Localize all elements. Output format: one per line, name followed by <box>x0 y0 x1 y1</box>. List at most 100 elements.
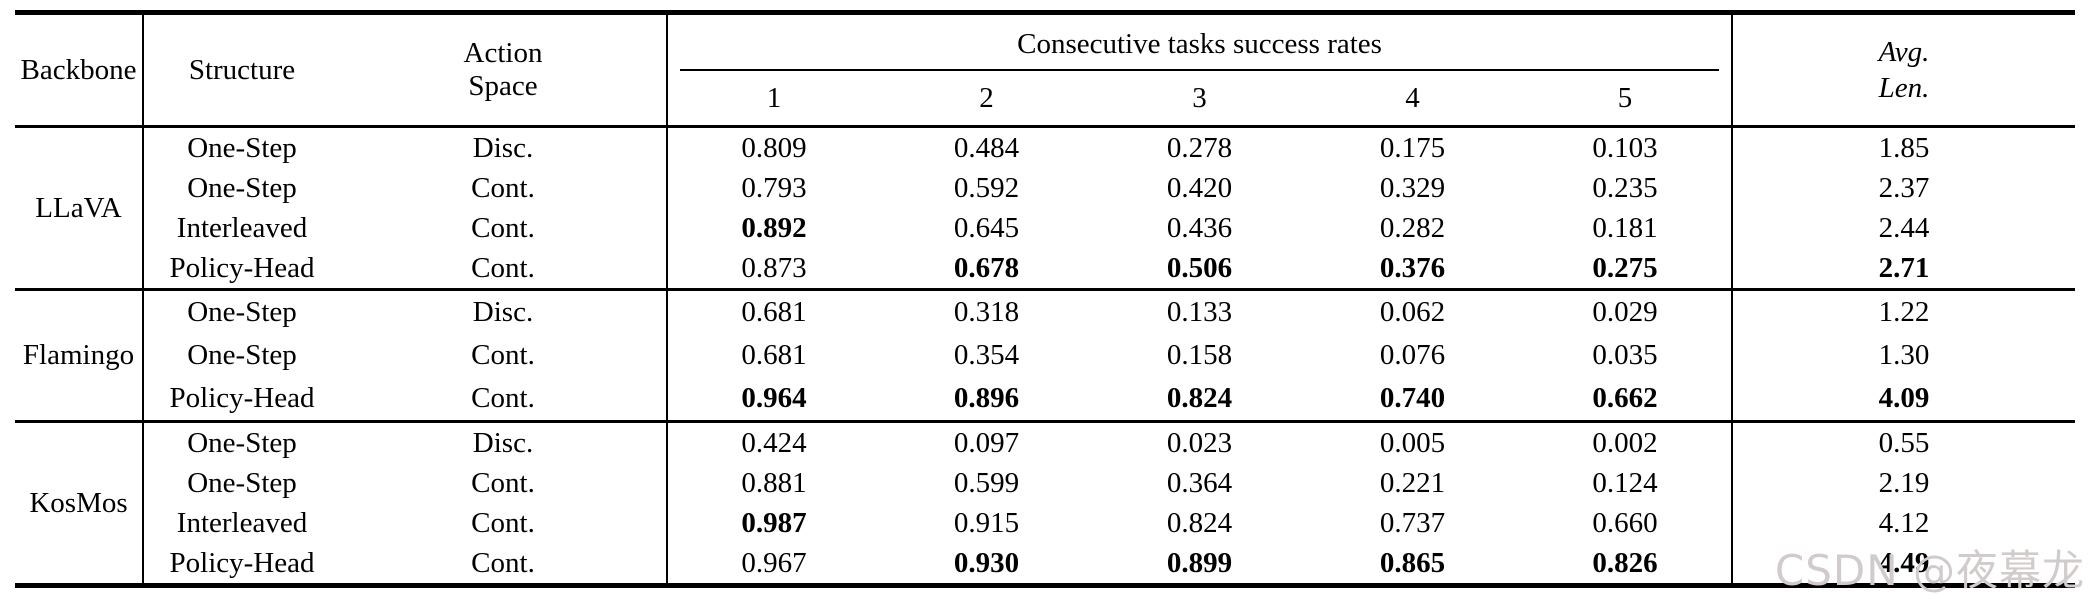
table-row: One-Step Cont. 0.881 0.599 0.364 0.221 0.124 2.… <box>15 463 2076 503</box>
avg-len-cell: 4.09 <box>1731 377 2076 422</box>
backbone-group: Flamingo One-Step Disc. 0.681 0.318 0.133 0.06… <box>15 288 2076 422</box>
avg-len-cell: 2.19 <box>1731 463 2076 503</box>
col-header-task-1: 1 <box>666 71 880 127</box>
success-rate-cell: 0.915 <box>953 506 1020 539</box>
avg-len-cell: 4.49 <box>1731 543 2076 586</box>
success-rate-cell: 0.420 <box>1166 171 1233 204</box>
col-header-structure: Structure <box>142 12 340 127</box>
success-rate-cell: 0.824 <box>1166 506 1233 539</box>
success-rate-cell: 0.506 <box>1166 251 1233 284</box>
col-header-backbone: Backbone <box>20 53 137 86</box>
avg-len-cell: 1.85 <box>1731 125 2076 168</box>
table-row: One-Step Cont. 0.681 0.354 0.158 0.076 0.035 1.… <box>15 334 2076 377</box>
success-rate-cell: 0.826 <box>1592 546 1658 579</box>
success-rate-cell: 0.133 <box>1093 288 1306 334</box>
success-rate-cell: 0.737 <box>1379 506 1446 539</box>
structure-cell: One-Step <box>142 420 340 463</box>
success-rate-cell: 0.175 <box>1306 125 1519 168</box>
success-rate-cell: 0.354 <box>953 339 1020 371</box>
structure-cell: Policy-Head <box>142 248 340 290</box>
action-space-cell: Cont. <box>471 339 535 371</box>
success-rate-cell: 0.987 <box>666 503 880 543</box>
action-space-cell: Cont. <box>471 251 535 284</box>
col-header-action-space: Action Space <box>340 13 667 127</box>
success-rate-cell: 0.660 <box>1592 506 1658 539</box>
col-header-task-2: 2 <box>979 81 994 114</box>
success-rate-cell: 0.967 <box>666 543 880 586</box>
action-space-cell: Cont. <box>471 546 535 579</box>
success-rate-cell: 0.484 <box>880 125 1093 168</box>
success-rate-cell: 0.364 <box>1166 466 1233 499</box>
success-rate-cell: 0.235 <box>1592 171 1658 204</box>
success-rate-cell: 0.023 <box>1093 420 1306 463</box>
header-row-top: Backbone Structure Action Space Consecut… <box>15 12 2076 127</box>
table-row: KosMos One-Step Disc. 0.424 0.097 0.023 0.005 0… <box>15 420 2076 586</box>
col-header-task-5: 5 <box>1617 81 1633 114</box>
success-rate-cell: 0.645 <box>953 211 1020 244</box>
col-header-avg-len: Avg. Len. <box>1731 12 2076 127</box>
success-rate-cell: 0.181 <box>1592 211 1658 244</box>
action-space-cell: Disc. <box>340 420 667 463</box>
success-rate-cell: 0.221 <box>1379 466 1446 499</box>
success-rate-cell: 0.158 <box>1166 339 1233 371</box>
success-rate-cell: 0.282 <box>1379 211 1446 244</box>
success-rate-cell: 0.278 <box>1093 125 1306 168</box>
avg-len-line2: Len. <box>1878 72 1930 104</box>
success-rate-cell: 0.892 <box>666 208 880 248</box>
col-header-success-rates-group: Consecutive tasks success rates <box>665 12 1733 71</box>
backbone-group: LLaVA One-Step Disc. 0.809 0.484 0.278 0.175 0.… <box>15 125 2076 290</box>
structure-cell: Interleaved <box>142 208 340 248</box>
action-space-line1: Action <box>463 37 543 69</box>
success-rate-cell: 0.124 <box>1592 466 1658 499</box>
success-rate-cell: 0.899 <box>1166 546 1233 579</box>
action-space-cell: Disc. <box>340 288 667 334</box>
success-rate-cell: 0.681 <box>666 288 880 334</box>
results-table: Backbone Structure Action Space Consecut… <box>15 10 2076 588</box>
success-rate-cell: 0.678 <box>953 251 1020 284</box>
table-row: One-Step Cont. 0.793 0.592 0.420 0.329 0.235 2.… <box>15 168 2076 208</box>
avg-len-cell: 4.12 <box>1731 503 2076 543</box>
backbone-name-cell: Flamingo <box>15 288 143 422</box>
success-rate-cell: 0.599 <box>953 466 1020 499</box>
table-row: Policy-Head Cont. 0.964 0.896 0.824 0.740 0.66… <box>15 377 2076 422</box>
success-rate-cell: 0.424 <box>666 420 880 463</box>
action-space-cell: Cont. <box>471 382 535 414</box>
success-rate-cell: 0.930 <box>953 546 1020 579</box>
backbone-name-cell: KosMos <box>15 420 143 586</box>
success-rate-cell: 0.029 <box>1519 288 1733 334</box>
success-rate-cell: 0.809 <box>666 125 880 168</box>
table-row: Flamingo One-Step Disc. 0.681 0.318 0.133 0.06… <box>15 288 2076 422</box>
avg-len-cell: 1.30 <box>1731 334 2076 377</box>
avg-len-cell: 0.55 <box>1731 420 2076 463</box>
col-header-task-3: 3 <box>1192 81 1207 114</box>
success-rates-group-label: Consecutive tasks success rates <box>680 19 1720 71</box>
success-rate-cell: 0.681 <box>666 334 880 377</box>
success-rate-cell: 0.881 <box>666 463 880 503</box>
col-header-task-4: 4 <box>1405 81 1420 114</box>
table-row: Interleaved Cont. 0.892 0.645 0.436 0.282 0.18… <box>15 208 2076 248</box>
success-rate-cell: 0.662 <box>1592 382 1658 414</box>
success-rate-cell: 0.896 <box>953 382 1020 414</box>
success-rate-cell: 0.103 <box>1519 125 1733 168</box>
avg-len-cell: 1.22 <box>1731 288 2076 334</box>
structure-cell: One-Step <box>142 125 340 168</box>
structure-cell: Policy-Head <box>142 377 340 422</box>
backbone-name-cell: LLaVA <box>15 125 143 290</box>
success-rate-cell: 0.376 <box>1379 251 1446 284</box>
success-rate-cell: 0.035 <box>1592 339 1658 371</box>
success-rate-cell: 0.062 <box>1306 288 1519 334</box>
success-rate-cell: 0.097 <box>880 420 1093 463</box>
success-rate-cell: 0.318 <box>880 288 1093 334</box>
success-rate-cell: 0.076 <box>1379 339 1446 371</box>
success-rate-cell: 0.824 <box>1166 382 1233 414</box>
structure-cell: One-Step <box>142 334 340 377</box>
avg-len-line1: Avg. <box>1878 36 1930 68</box>
success-rate-cell: 0.873 <box>666 248 880 290</box>
table-row: Interleaved Cont. 0.987 0.915 0.824 0.737 0.66… <box>15 503 2076 543</box>
structure-cell: One-Step <box>142 168 340 208</box>
success-rate-cell: 0.865 <box>1379 546 1446 579</box>
success-rate-cell: 0.329 <box>1379 171 1446 204</box>
table-header: Backbone Structure Action Space Consecut… <box>15 12 2076 127</box>
success-rate-cell: 0.005 <box>1306 420 1519 463</box>
